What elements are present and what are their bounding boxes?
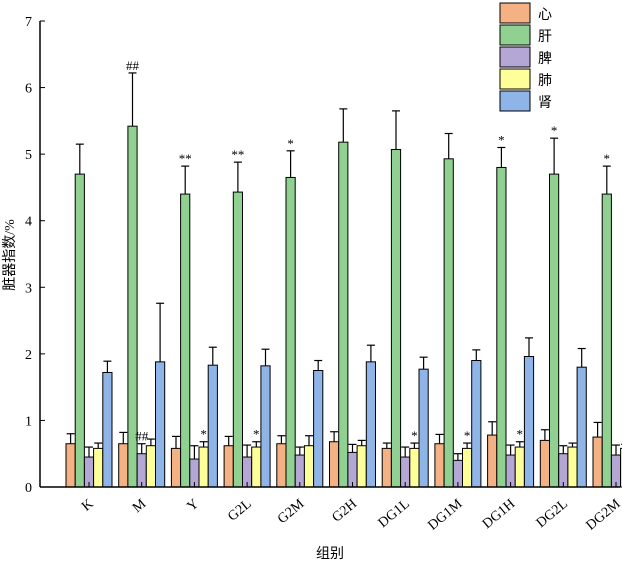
bar (338, 141, 349, 488)
y-tick-label: 0 (25, 481, 32, 496)
y-tick-label: 4 (25, 215, 32, 230)
legend-label: 肾 (538, 95, 552, 111)
bar (145, 445, 157, 488)
x-tick-label: G2H (330, 497, 361, 526)
bar (303, 445, 315, 488)
y-axis: 0 1 2 3 4 5 6 7 (25, 15, 45, 496)
significance-mark: ## (135, 429, 149, 444)
bar (576, 366, 587, 488)
bar (549, 173, 560, 488)
bar (418, 368, 429, 488)
bar (223, 445, 234, 488)
bar (118, 443, 129, 488)
x-tick-label: DG1H (480, 497, 518, 532)
legend-swatch (499, 2, 531, 24)
legend-swatch (499, 90, 531, 112)
significance-mark: * (498, 132, 505, 147)
significance-mark: * (411, 428, 418, 443)
y-tick-label: 2 (25, 348, 32, 363)
significance-mark: * (604, 151, 611, 166)
y-tick-label: 6 (25, 82, 32, 97)
legend-swatch (499, 68, 531, 90)
significance-mark: * (517, 427, 524, 442)
bar (356, 445, 367, 488)
legend-label: 心 (538, 7, 552, 23)
bar (170, 447, 182, 488)
bar (471, 360, 482, 488)
bar (592, 436, 603, 488)
legend-label: 肝 (538, 29, 552, 45)
bar (514, 446, 525, 488)
bar (462, 447, 473, 488)
bar (620, 447, 622, 488)
bar (381, 447, 392, 488)
x-tick-label: DG1M (425, 496, 465, 533)
bar (207, 364, 218, 488)
bar (409, 447, 420, 488)
x-tick-label: DG2M (584, 496, 622, 533)
bar (232, 191, 244, 488)
bar (313, 370, 324, 488)
x-tick-label: DG2L (534, 497, 571, 531)
x-tick-label: K (79, 497, 96, 515)
x-tick-label: G2L (225, 497, 254, 525)
y-tick-label: 5 (25, 148, 32, 163)
legend-label: 肺 (538, 73, 552, 89)
bar (567, 446, 578, 488)
bar (487, 434, 498, 488)
bar (523, 356, 535, 488)
bar (260, 365, 271, 488)
y-axis-title: 脏器指数/% (2, 219, 18, 291)
x-tick-label: Y (185, 497, 202, 515)
x-tick-label: DG1L (376, 497, 413, 531)
x-tick-label: M (130, 496, 150, 516)
bar (390, 148, 402, 488)
x-axis: KMYG2LG2MG2HDG1LDG1MDG1HDG2LDG2MDG2H (40, 482, 622, 534)
bar (443, 158, 454, 488)
legend-swatch (499, 46, 531, 68)
plot-area: ####*************** (65, 58, 622, 488)
significance-mark: * (551, 123, 558, 138)
significance-mark: ## (126, 58, 140, 73)
significance-mark: ** (231, 147, 244, 162)
bar (276, 443, 287, 488)
x-tick-label: G2M (275, 496, 308, 527)
bar (251, 446, 262, 488)
x-axis-title: 组别 (316, 546, 344, 562)
significance-mark: * (287, 136, 294, 151)
bar (434, 443, 445, 488)
bar (539, 439, 550, 488)
bar (65, 443, 76, 488)
significance-mark: * (200, 427, 207, 442)
y-tick-label: 3 (25, 281, 32, 296)
bar (155, 361, 166, 488)
bar (601, 193, 612, 488)
bar (74, 173, 85, 488)
bar (365, 361, 376, 488)
legend-swatch (499, 24, 531, 46)
bar (198, 446, 209, 488)
bar (180, 193, 191, 488)
bar (496, 166, 507, 488)
significance-mark: ** (179, 151, 192, 166)
bar (102, 371, 113, 488)
y-tick-label: 1 (25, 414, 32, 429)
bar (347, 451, 358, 488)
significance-mark: * (253, 427, 260, 442)
bar (93, 447, 104, 488)
bar (329, 441, 340, 488)
significance-mark: * (464, 428, 471, 443)
y-tick-label: 7 (25, 15, 32, 30)
bar (285, 176, 296, 488)
legend-label: 脾 (538, 51, 552, 67)
